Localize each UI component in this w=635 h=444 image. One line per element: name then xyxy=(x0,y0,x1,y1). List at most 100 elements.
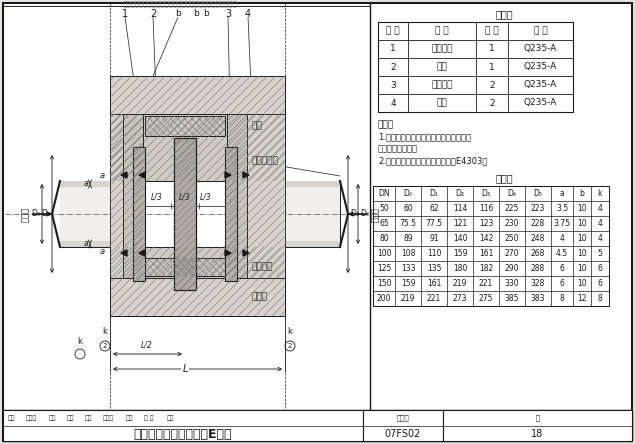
Text: 223: 223 xyxy=(531,204,545,213)
Text: b: b xyxy=(580,189,584,198)
Text: 159: 159 xyxy=(453,249,467,258)
Text: 125: 125 xyxy=(377,264,391,273)
Text: D₃: D₃ xyxy=(41,210,50,218)
Text: 182: 182 xyxy=(479,264,493,273)
Text: L/3: L/3 xyxy=(179,192,191,201)
Text: 4: 4 xyxy=(598,234,603,243)
Text: 材料表: 材料表 xyxy=(495,9,513,19)
Text: 1: 1 xyxy=(390,44,396,53)
Text: 2: 2 xyxy=(489,80,495,90)
Text: 225: 225 xyxy=(505,204,519,213)
Text: 1: 1 xyxy=(122,9,128,19)
Text: 1: 1 xyxy=(489,63,495,71)
Text: 防护墙: 防护墙 xyxy=(252,293,268,301)
Bar xyxy=(110,114,285,181)
Polygon shape xyxy=(139,250,145,256)
Text: a: a xyxy=(100,247,105,257)
Text: 3.5: 3.5 xyxy=(556,204,568,213)
Bar xyxy=(443,410,632,441)
Text: 108: 108 xyxy=(401,249,415,258)
Text: 133: 133 xyxy=(401,264,415,273)
Text: 冲击波: 冲击波 xyxy=(20,206,29,222)
Text: 校对: 校对 xyxy=(85,415,93,421)
Text: 3: 3 xyxy=(390,80,396,90)
Bar xyxy=(110,247,285,278)
Text: 328: 328 xyxy=(531,279,545,288)
Text: 挡板: 挡板 xyxy=(437,99,448,107)
Text: 和固定法兰焊接。: 和固定法兰焊接。 xyxy=(378,144,418,153)
Bar xyxy=(363,410,443,441)
Text: 116: 116 xyxy=(479,204,493,213)
Text: k: k xyxy=(598,189,602,198)
Text: b: b xyxy=(175,9,181,19)
Text: D₃: D₃ xyxy=(481,189,490,198)
Bar xyxy=(145,258,225,276)
Bar xyxy=(247,114,285,278)
Text: 10: 10 xyxy=(577,219,587,228)
Text: b: b xyxy=(203,9,209,19)
Bar xyxy=(225,147,237,281)
Text: 2: 2 xyxy=(288,343,292,349)
Bar xyxy=(227,181,340,247)
Text: 10: 10 xyxy=(577,234,587,243)
Text: Q235-A: Q235-A xyxy=(524,80,557,90)
Text: 8: 8 xyxy=(598,294,603,303)
Text: 100: 100 xyxy=(377,249,391,258)
Bar xyxy=(110,278,285,316)
Text: 钢制套管: 钢制套管 xyxy=(431,44,453,53)
Text: 383: 383 xyxy=(531,294,545,303)
Text: 135: 135 xyxy=(427,264,441,273)
Bar xyxy=(227,114,247,278)
Text: 任 杰: 任 杰 xyxy=(144,415,154,421)
Text: 编 号: 编 号 xyxy=(386,27,400,36)
Text: 翼环: 翼环 xyxy=(437,63,448,71)
Text: 油麻: 油麻 xyxy=(252,122,263,131)
Polygon shape xyxy=(225,172,231,178)
Bar xyxy=(133,147,145,281)
Bar xyxy=(174,138,196,290)
Text: 07FS02: 07FS02 xyxy=(385,429,421,439)
Text: 数 量: 数 量 xyxy=(485,27,499,36)
Text: a: a xyxy=(83,239,88,249)
Bar xyxy=(174,138,196,290)
Text: 4: 4 xyxy=(598,219,603,228)
Text: 230: 230 xyxy=(505,219,519,228)
Text: L/3: L/3 xyxy=(200,192,212,201)
Text: 12: 12 xyxy=(577,294,587,303)
Text: D₁: D₁ xyxy=(429,189,438,198)
Bar xyxy=(110,114,123,278)
Text: D₀: D₀ xyxy=(360,210,369,218)
Text: 6: 6 xyxy=(559,279,565,288)
Bar xyxy=(227,181,340,187)
Text: 161: 161 xyxy=(427,279,441,288)
Text: 3.75: 3.75 xyxy=(554,219,570,228)
Text: 18: 18 xyxy=(531,429,544,439)
Text: 1: 1 xyxy=(489,44,495,53)
Text: 150: 150 xyxy=(377,279,391,288)
Text: 219: 219 xyxy=(401,294,415,303)
Polygon shape xyxy=(243,250,249,256)
Text: D₅: D₅ xyxy=(533,189,542,198)
Bar xyxy=(133,147,145,281)
Text: Q235-A: Q235-A xyxy=(524,63,557,71)
Text: 123: 123 xyxy=(479,219,493,228)
Bar xyxy=(373,186,609,306)
Text: L/3: L/3 xyxy=(151,192,163,201)
Polygon shape xyxy=(121,172,127,178)
Text: 161: 161 xyxy=(479,249,493,258)
Bar xyxy=(60,181,143,247)
Bar xyxy=(110,114,285,181)
Text: 62: 62 xyxy=(429,204,439,213)
Bar xyxy=(123,114,143,278)
Text: a: a xyxy=(100,171,105,181)
Text: k: k xyxy=(77,337,83,345)
Text: 142: 142 xyxy=(479,234,493,243)
Bar xyxy=(3,410,632,441)
Text: 6: 6 xyxy=(598,279,603,288)
Text: 4: 4 xyxy=(598,204,603,213)
Polygon shape xyxy=(225,250,231,256)
Text: 288: 288 xyxy=(531,264,545,273)
Bar xyxy=(60,241,143,247)
Text: Q235-A: Q235-A xyxy=(524,99,557,107)
Text: 121: 121 xyxy=(453,219,467,228)
